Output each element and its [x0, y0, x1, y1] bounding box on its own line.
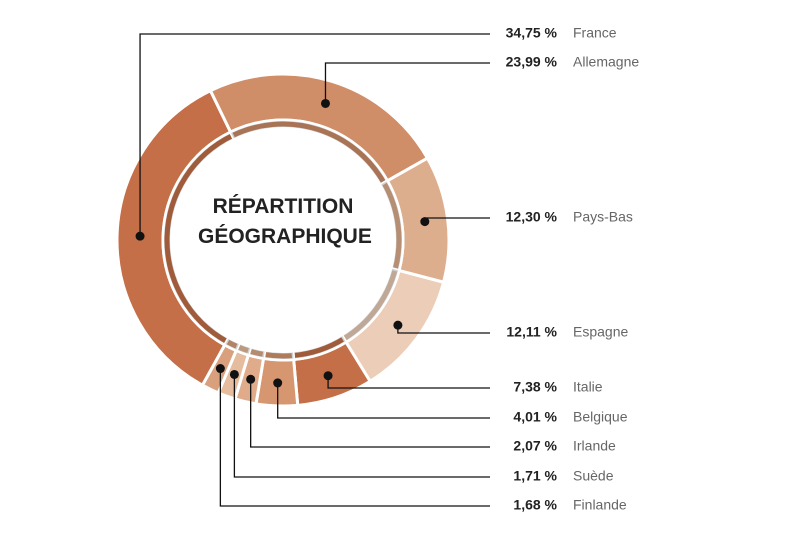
inner-ring-shade [263, 351, 294, 359]
inner-ring-shade [225, 338, 239, 350]
leader-dot [420, 217, 430, 227]
value-label: 2,07 % [513, 438, 557, 454]
legend-label: Finlande [573, 497, 627, 513]
value-label: 34,75 % [506, 25, 558, 41]
inner-ring [222, 335, 242, 353]
value-label: 1,68 % [513, 497, 557, 513]
leader-line [219, 368, 490, 507]
legend-label: Irlande [573, 438, 616, 454]
value-label: 1,71 % [513, 468, 557, 484]
leader-line [250, 379, 490, 448]
leader-dot [323, 371, 333, 381]
leader-line [139, 33, 490, 237]
legend-label: Italie [573, 379, 603, 395]
inner-ring-shade [293, 336, 346, 359]
inner-ring-shade [231, 121, 387, 185]
legend-label: Suède [573, 468, 614, 484]
legend-label: France [573, 25, 617, 41]
leader-line [324, 62, 490, 104]
chart-title: RÉPARTITION GÉOGRAPHIQUE [198, 195, 372, 248]
legend-label: Allemagne [573, 54, 639, 70]
inner-ring-shade [248, 348, 265, 358]
leader-line [277, 382, 490, 419]
inner-ring-shade [381, 181, 402, 271]
leader-dot [273, 378, 283, 388]
leader-dot [320, 98, 330, 108]
inner-ring-shade [342, 268, 399, 342]
value-label: 23,99 % [506, 54, 558, 70]
inner-ring-shade [164, 132, 234, 345]
leader-dot [393, 320, 403, 330]
legend-label: Belgique [573, 409, 628, 425]
value-label: 7,38 % [513, 379, 557, 395]
leader-line [233, 374, 490, 478]
value-label: 12,11 % [506, 324, 557, 340]
value-label: 12,30 % [506, 209, 558, 225]
leader-dot [215, 364, 225, 374]
leader-dot [246, 374, 256, 384]
leader-dot [229, 369, 239, 379]
legend-label: Espagne [573, 324, 628, 340]
legend-label: Pays-Bas [573, 209, 633, 225]
leader-dot [135, 231, 145, 241]
value-label: 4,01 % [513, 409, 557, 425]
inner-ring-shade [236, 344, 251, 354]
